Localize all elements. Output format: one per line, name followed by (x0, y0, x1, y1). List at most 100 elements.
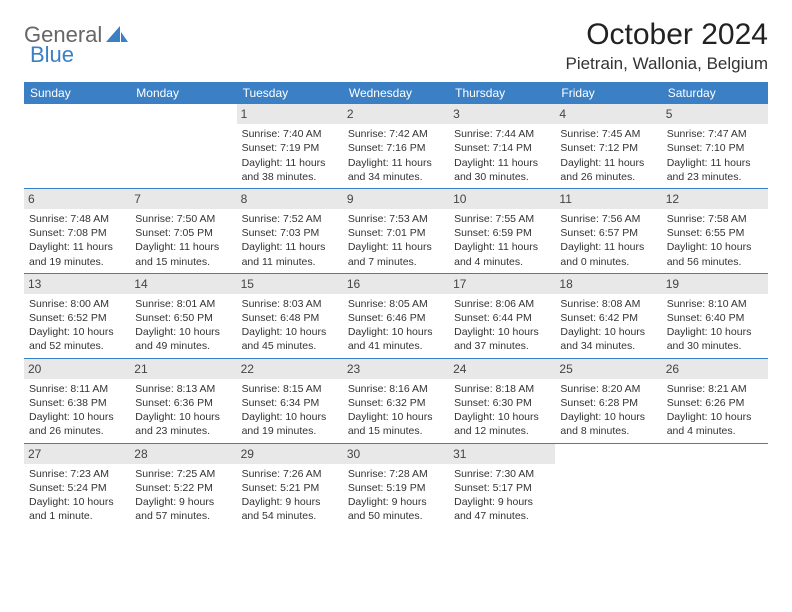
empty-cell (555, 444, 661, 528)
logo-text-2: Blue (30, 42, 74, 68)
sunset-line: Sunset: 7:03 PM (242, 226, 338, 240)
week-row: 20Sunrise: 8:11 AMSunset: 6:38 PMDayligh… (24, 359, 768, 444)
sunrise-line: Sunrise: 7:58 AM (667, 212, 763, 226)
sunset-line: Sunset: 6:38 PM (29, 396, 125, 410)
daylight-line: Daylight: 10 hours and 26 minutes. (29, 410, 125, 438)
daylight-line: Daylight: 11 hours and 19 minutes. (29, 240, 125, 268)
sunrise-line: Sunrise: 8:21 AM (667, 382, 763, 396)
sunset-line: Sunset: 5:22 PM (135, 481, 231, 495)
sunrise-line: Sunrise: 7:40 AM (242, 127, 338, 141)
sunset-line: Sunset: 6:30 PM (454, 396, 550, 410)
weekday-wednesday: Wednesday (343, 82, 449, 104)
logo-sail-icon (106, 26, 128, 44)
day-info: Sunrise: 7:56 AMSunset: 6:57 PMDaylight:… (558, 212, 658, 269)
weekday-monday: Monday (130, 82, 236, 104)
week-row: 6 Sunrise: 7:48 AMSunset: 7:08 PMDaylight… (24, 189, 768, 274)
day-cell: 3Sunrise: 7:44 AMSunset: 7:14 PMDaylight… (449, 104, 555, 188)
sunrise-line: Sunrise: 8:00 AM (29, 297, 125, 311)
day-cell: 7Sunrise: 7:50 AMSunset: 7:05 PMDaylight… (130, 189, 236, 273)
day-cell: 24Sunrise: 8:18 AMSunset: 6:30 PMDayligh… (449, 359, 555, 443)
day-number: 7 (130, 189, 236, 209)
day-number: 4 (555, 104, 661, 124)
sunset-line: Sunset: 5:19 PM (348, 481, 444, 495)
sunset-line: Sunset: 6:57 PM (560, 226, 656, 240)
daylight-line: Daylight: 9 hours and 47 minutes. (454, 495, 550, 523)
weekday-saturday: Saturday (662, 82, 768, 104)
sunrise-line: Sunrise: 7:23 AM (29, 467, 125, 481)
day-number: 24 (449, 359, 555, 379)
daylight-line: Daylight: 11 hours and 7 minutes. (348, 240, 444, 268)
day-number: 6 (24, 189, 130, 209)
day-cell: 29Sunrise: 7:26 AMSunset: 5:21 PMDayligh… (237, 444, 343, 528)
day-info: Sunrise: 7:52 AMSunset: 7:03 PMDaylight:… (240, 212, 340, 269)
sunrise-line: Sunrise: 8:06 AM (454, 297, 550, 311)
day-info: Sunrise: 7:23 AMSunset: 5:24 PMDaylight:… (27, 467, 127, 524)
sunrise-line: Sunrise: 7:30 AM (454, 467, 550, 481)
day-info: Sunrise: 7:44 AMSunset: 7:14 PMDaylight:… (452, 127, 552, 184)
sunset-line: Sunset: 6:34 PM (242, 396, 338, 410)
daylight-line: Daylight: 11 hours and 30 minutes. (454, 156, 550, 184)
day-cell: 23Sunrise: 8:16 AMSunset: 6:32 PMDayligh… (343, 359, 449, 443)
day-cell: 28Sunrise: 7:25 AMSunset: 5:22 PMDayligh… (130, 444, 236, 528)
sunrise-line: Sunrise: 8:16 AM (348, 382, 444, 396)
daylight-line: Daylight: 10 hours and 19 minutes. (242, 410, 338, 438)
day-cell: 6 Sunrise: 7:48 AMSunset: 7:08 PMDaylight… (24, 189, 130, 273)
daylight-line: Daylight: 10 hours and 15 minutes. (348, 410, 444, 438)
daylight-line: Daylight: 11 hours and 23 minutes. (667, 156, 763, 184)
day-cell: 10Sunrise: 7:55 AMSunset: 6:59 PMDayligh… (449, 189, 555, 273)
sunset-line: Sunset: 6:50 PM (135, 311, 231, 325)
day-info: Sunrise: 7:48 AMSunset: 7:08 PMDaylight:… (27, 212, 127, 269)
day-info: Sunrise: 7:42 AMSunset: 7:16 PMDaylight:… (346, 127, 446, 184)
day-cell: 15Sunrise: 8:03 AMSunset: 6:48 PMDayligh… (237, 274, 343, 358)
day-cell: 14Sunrise: 8:01 AMSunset: 6:50 PMDayligh… (130, 274, 236, 358)
day-info: Sunrise: 8:00 AMSunset: 6:52 PMDaylight:… (27, 297, 127, 354)
day-number: 17 (449, 274, 555, 294)
day-info: Sunrise: 8:20 AMSunset: 6:28 PMDaylight:… (558, 382, 658, 439)
daylight-line: Daylight: 9 hours and 54 minutes. (242, 495, 338, 523)
sunset-line: Sunset: 7:12 PM (560, 141, 656, 155)
sunset-line: Sunset: 7:19 PM (242, 141, 338, 155)
day-cell: 2Sunrise: 7:42 AMSunset: 7:16 PMDaylight… (343, 104, 449, 188)
day-info: Sunrise: 7:53 AMSunset: 7:01 PMDaylight:… (346, 212, 446, 269)
daylight-line: Daylight: 11 hours and 15 minutes. (135, 240, 231, 268)
daylight-line: Daylight: 10 hours and 37 minutes. (454, 325, 550, 353)
sunset-line: Sunset: 6:44 PM (454, 311, 550, 325)
daylight-line: Daylight: 10 hours and 1 minute. (29, 495, 125, 523)
day-number: 1 (237, 104, 343, 124)
sunrise-line: Sunrise: 7:53 AM (348, 212, 444, 226)
day-cell: 16Sunrise: 8:05 AMSunset: 6:46 PMDayligh… (343, 274, 449, 358)
daylight-line: Daylight: 10 hours and 12 minutes. (454, 410, 550, 438)
day-number: 15 (237, 274, 343, 294)
day-info: Sunrise: 8:15 AMSunset: 6:34 PMDaylight:… (240, 382, 340, 439)
daylight-line: Daylight: 11 hours and 4 minutes. (454, 240, 550, 268)
daylight-line: Daylight: 10 hours and 49 minutes. (135, 325, 231, 353)
weekday-sunday: Sunday (24, 82, 130, 104)
sunset-line: Sunset: 6:36 PM (135, 396, 231, 410)
sunset-line: Sunset: 7:10 PM (667, 141, 763, 155)
day-number: 29 (237, 444, 343, 464)
weekday-friday: Friday (555, 82, 661, 104)
empty-cell (662, 444, 768, 528)
weekday-thursday: Thursday (449, 82, 555, 104)
day-cell: 11Sunrise: 7:56 AMSunset: 6:57 PMDayligh… (555, 189, 661, 273)
sunset-line: Sunset: 7:14 PM (454, 141, 550, 155)
day-number: 23 (343, 359, 449, 379)
sunrise-line: Sunrise: 7:50 AM (135, 212, 231, 226)
header: General October 2024 Pietrain, Wallonia,… (24, 18, 768, 74)
day-info: Sunrise: 7:40 AMSunset: 7:19 PMDaylight:… (240, 127, 340, 184)
sunset-line: Sunset: 7:01 PM (348, 226, 444, 240)
weekday-tuesday: Tuesday (237, 82, 343, 104)
day-cell: 22Sunrise: 8:15 AMSunset: 6:34 PMDayligh… (237, 359, 343, 443)
day-cell: 25Sunrise: 8:20 AMSunset: 6:28 PMDayligh… (555, 359, 661, 443)
sunset-line: Sunset: 6:59 PM (454, 226, 550, 240)
day-cell: 9Sunrise: 7:53 AMSunset: 7:01 PMDaylight… (343, 189, 449, 273)
day-cell: 12Sunrise: 7:58 AMSunset: 6:55 PMDayligh… (662, 189, 768, 273)
day-cell: 1 Sunrise: 7:40 AMSunset: 7:19 PMDaylight… (237, 104, 343, 188)
daylight-line: Daylight: 10 hours and 30 minutes. (667, 325, 763, 353)
sunrise-line: Sunrise: 7:25 AM (135, 467, 231, 481)
day-cell: 30Sunrise: 7:28 AMSunset: 5:19 PMDayligh… (343, 444, 449, 528)
week-row: 13Sunrise: 8:00 AMSunset: 6:52 PMDayligh… (24, 274, 768, 359)
sunrise-line: Sunrise: 7:56 AM (560, 212, 656, 226)
sunrise-line: Sunrise: 7:47 AM (667, 127, 763, 141)
sunset-line: Sunset: 7:08 PM (29, 226, 125, 240)
